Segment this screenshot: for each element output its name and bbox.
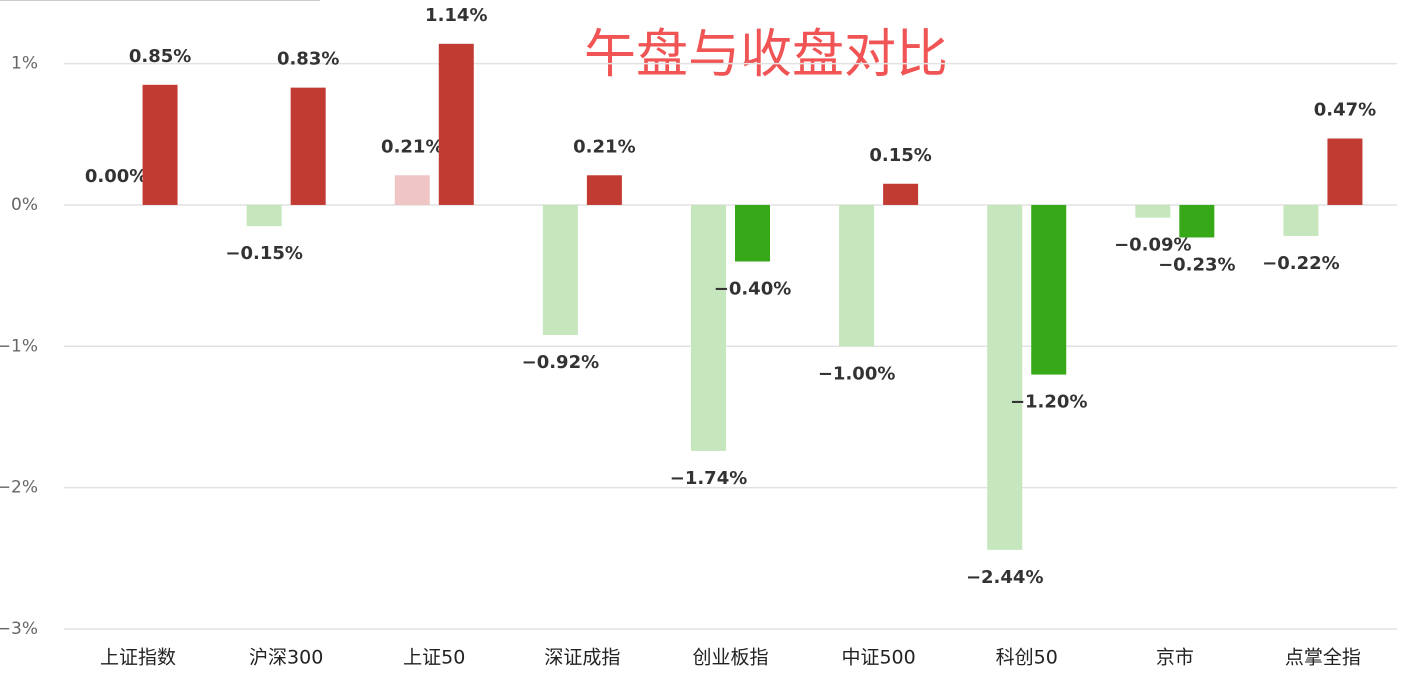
value-label: −0.92% [522,352,600,373]
y-tick-label: −1% [0,336,38,356]
value-label: −0.15% [225,243,303,264]
value-label: −0.09% [1114,235,1192,256]
value-label: −1.00% [818,363,896,384]
y-tick-label: −3% [0,619,38,639]
x-tick-label: 创业板指 [692,647,768,669]
bar [246,204,282,227]
value-label: 0.15% [869,145,931,166]
x-tick-label: 点掌全指 [1285,647,1361,669]
bar [438,43,474,205]
x-tick-label: 中证500 [841,647,915,669]
bar [586,175,622,205]
y-tick-label: 0% [11,195,38,215]
bar [142,84,178,205]
chart-title: 午盘与收盘对比 [584,25,948,85]
bar [839,204,875,347]
bar [394,175,430,205]
x-tick-label: 沪深300 [249,647,323,669]
value-label: −2.44% [966,567,1044,588]
bar [735,204,770,262]
value-label: 0.21% [573,136,635,157]
bar [1283,204,1319,237]
value-label: 0.85% [129,46,191,67]
bar [883,183,919,205]
bar [987,204,1023,550]
y-tick-label: 1% [11,54,38,74]
y-tick-label: −2% [0,478,38,498]
x-tick-label: 上证指数 [100,647,176,669]
value-label: −0.23% [1158,254,1236,275]
x-tick-label: 上证50 [403,647,465,669]
value-label: 0.00% [85,166,147,187]
value-label: 1.14% [425,5,487,26]
value-label: −0.40% [714,278,792,299]
value-label: −1.20% [1010,392,1088,413]
value-label: 0.21% [381,136,443,157]
value-label: 0.83% [277,49,339,70]
bar [1327,138,1363,205]
value-label: −1.74% [670,468,748,489]
bar [1135,204,1171,218]
x-tick-label: 深证成指 [544,647,620,669]
bar [290,87,326,205]
value-label: 0.47% [1314,100,1376,121]
bar [542,204,578,335]
x-tick-label: 科创50 [996,647,1058,669]
x-tick-label: 京市 [1156,647,1194,669]
bar [1179,204,1215,238]
bar [1031,204,1067,375]
value-label: −0.22% [1262,253,1340,274]
bar [691,204,726,451]
